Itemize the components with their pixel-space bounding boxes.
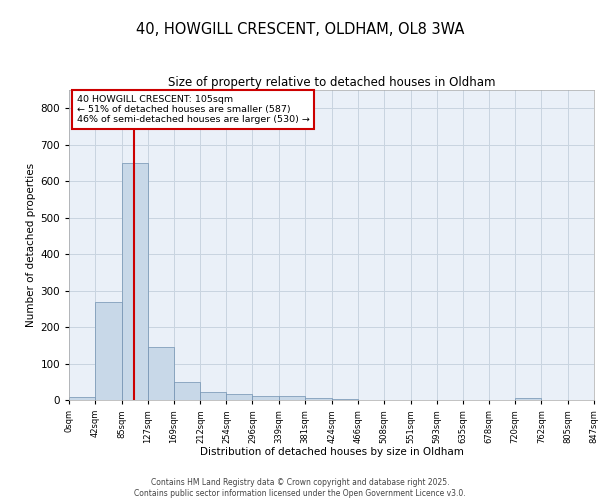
Bar: [253, 396, 279, 400]
Bar: [279, 396, 305, 400]
Bar: [148, 347, 174, 400]
Y-axis label: Number of detached properties: Number of detached properties: [26, 163, 36, 327]
Bar: [69, 398, 95, 400]
Bar: [174, 382, 200, 400]
Bar: [226, 394, 253, 400]
Bar: [515, 398, 541, 400]
Text: 40, HOWGILL CRESCENT, OLDHAM, OL8 3WA: 40, HOWGILL CRESCENT, OLDHAM, OL8 3WA: [136, 22, 464, 38]
X-axis label: Distribution of detached houses by size in Oldham: Distribution of detached houses by size …: [200, 447, 463, 457]
Bar: [122, 163, 148, 400]
Bar: [200, 392, 226, 400]
Title: Size of property relative to detached houses in Oldham: Size of property relative to detached ho…: [168, 76, 495, 89]
Bar: [95, 302, 122, 400]
Bar: [305, 398, 332, 400]
Text: 40 HOWGILL CRESCENT: 105sqm
← 51% of detached houses are smaller (587)
46% of se: 40 HOWGILL CRESCENT: 105sqm ← 51% of det…: [77, 94, 310, 124]
Text: Contains HM Land Registry data © Crown copyright and database right 2025.
Contai: Contains HM Land Registry data © Crown c…: [134, 478, 466, 498]
